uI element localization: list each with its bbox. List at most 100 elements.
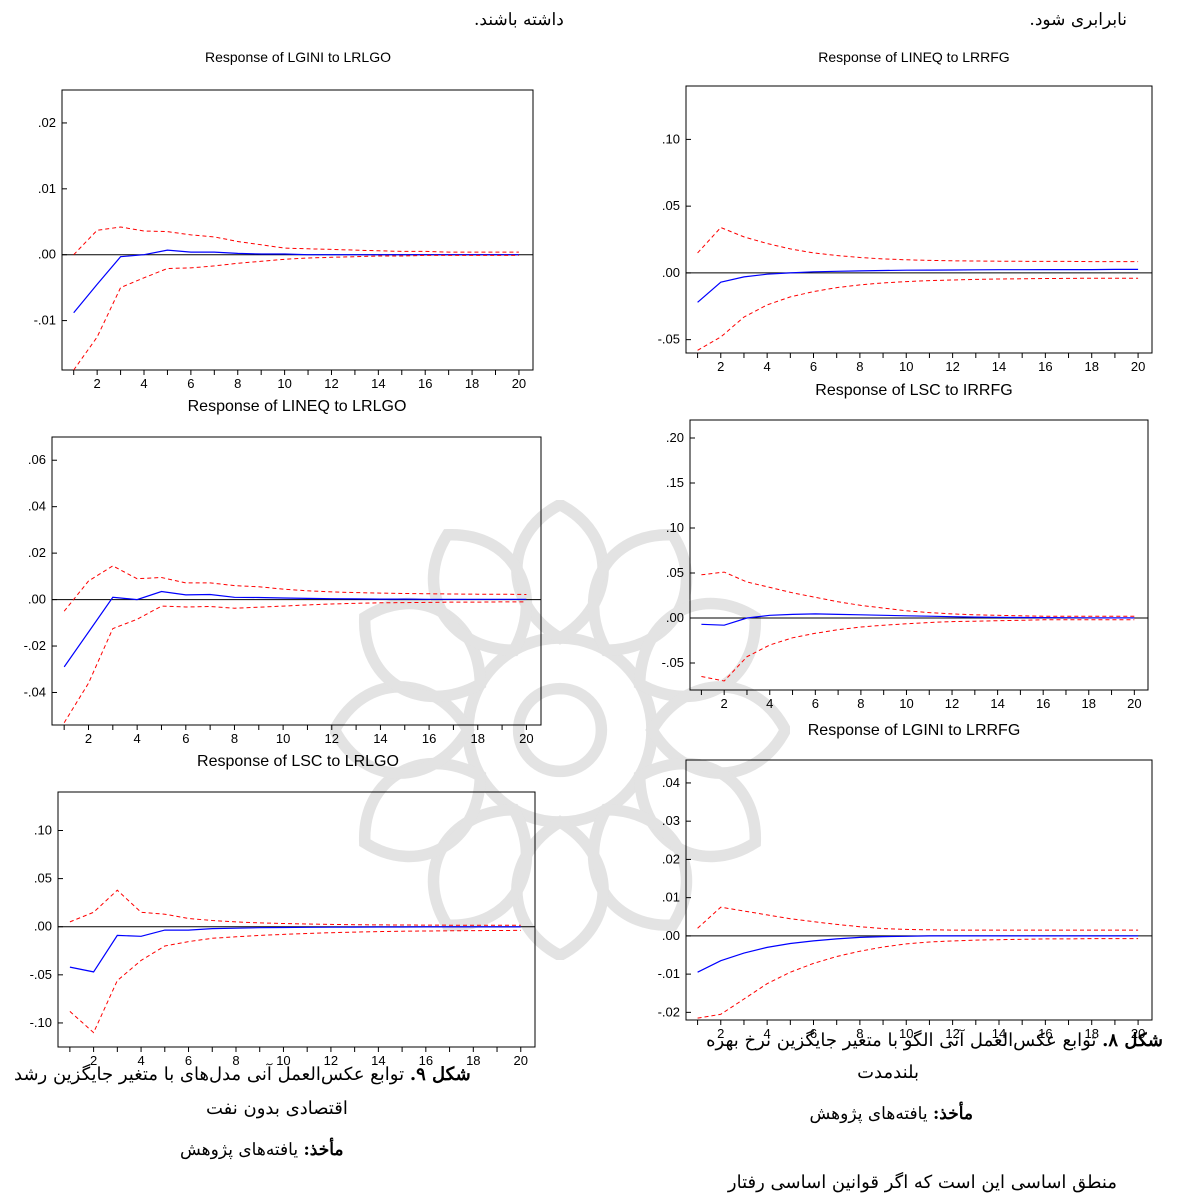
x-tick-label: 4	[140, 376, 147, 391]
x-tick-label: 2	[717, 1026, 724, 1041]
x-tick-label: 4	[137, 1053, 144, 1068]
y-tick-label: -.01	[658, 966, 680, 981]
lower-band-line	[73, 254, 519, 371]
y-tick-label: .01	[662, 890, 680, 905]
x-tick-label: 12	[325, 731, 339, 746]
fig9-source-label: مأخذ:	[303, 1140, 344, 1160]
x-tick-label: 10	[277, 376, 291, 391]
fig9-source: مأخذ: یافته‌های پژوهش	[180, 1140, 344, 1160]
chart-lgini-lrlgo: Response of LGINI to LRLGO -.01 .00 .01 .02 2…	[34, 49, 534, 391]
fig8-source-label: مأخذ:	[933, 1104, 973, 1124]
x-tick-label: 4	[766, 696, 773, 711]
y-tick-label: .10	[662, 131, 680, 146]
y-tick-label: -.05	[662, 655, 684, 670]
x-tick-label: 14	[992, 1026, 1006, 1041]
y-tick-label: .05	[34, 871, 52, 886]
x-tick-label: 16	[1036, 696, 1050, 711]
upper-band-line	[69, 889, 521, 926]
chart-title: Response of LINEQ to LRRFG	[818, 49, 1009, 65]
fig9-caption-line2: اقتصادی بدون نفت	[206, 1098, 348, 1119]
chart-lsc-irrfg: Response of LSC to IRRFG -.05 .00 .05 .10 .15…	[662, 382, 1149, 711]
y-tick-label: .00	[662, 265, 680, 280]
y-tick-label: -.05	[658, 332, 680, 347]
plot-frame	[689, 419, 1149, 691]
response-line	[701, 613, 1135, 626]
x-tick-label: 12	[945, 359, 959, 374]
y-tick-label: .05	[662, 198, 680, 213]
watermark-petal	[587, 803, 693, 931]
x-tick-label: 20	[1127, 696, 1141, 711]
upper-band-line	[697, 226, 1139, 263]
y-tick-label: .10	[34, 822, 52, 837]
y-tick-label: .00	[662, 928, 680, 943]
fig8-source-text: یافته‌های پژوهش	[809, 1104, 933, 1124]
x-tick-label: 6	[187, 376, 194, 391]
x-tick-label: 16	[1038, 359, 1052, 374]
x-tick-label: 8	[234, 376, 241, 391]
fig8-caption-line2: بلندمدت	[857, 1062, 919, 1083]
bottom-body-text: منطق اساسی این است که اگر قوانین اساسی ر…	[727, 1172, 1117, 1193]
x-tick-label: 6	[185, 1053, 192, 1068]
y-tick-label: .15	[666, 475, 684, 490]
lower-band-line	[69, 929, 521, 1034]
top-left-text: داشته باشند.	[474, 10, 564, 30]
x-tick-label: 14	[373, 731, 387, 746]
x-tick-label: 8	[231, 731, 238, 746]
chart-lineq-lrrfg: Response of LINEQ to LRRFG -.05 .00 .05 .10 2…	[658, 49, 1153, 374]
chart-lsc-lrlgo: Response of LSC to LRLGO -.10 -.05 .00 .05 .1…	[30, 753, 536, 1068]
chart-lineq-lrlgo: Response of LINEQ to LRLGO -.04 -.02 .00 .02…	[24, 398, 542, 746]
y-tick-label: .00	[28, 592, 46, 607]
x-tick-label: 6	[810, 1026, 817, 1041]
x-tick-label: 10	[276, 1053, 290, 1068]
x-tick-label: 16	[419, 1053, 433, 1068]
x-tick-label: 10	[276, 731, 290, 746]
chart-title: Response of LSC to LRLGO	[197, 753, 399, 770]
plot-frame	[685, 85, 1153, 354]
x-tick-label: 8	[232, 1053, 239, 1068]
x-tick-label: 16	[422, 731, 436, 746]
watermark-petal	[587, 529, 693, 657]
fig8-source: مأخذ: یافته‌های پژوهش	[810, 1104, 974, 1124]
x-tick-label: 6	[182, 731, 189, 746]
chart-title: Response of LGINI to LRLGO	[205, 49, 391, 65]
x-tick-label: 4	[764, 359, 771, 374]
x-tick-label: 16	[1038, 1026, 1052, 1041]
x-tick-label: 8	[856, 359, 863, 374]
x-tick-label: 16	[418, 376, 432, 391]
y-tick-label: -.04	[24, 684, 46, 699]
fig9-source-text: یافته‌های پژوهش	[180, 1140, 304, 1160]
watermark-petal	[511, 500, 609, 645]
y-tick-label: .06	[28, 452, 46, 467]
y-tick-label: .03	[662, 813, 680, 828]
x-tick-label: 10	[899, 1026, 913, 1041]
chart-title: Response of LSC to IRRFG	[815, 382, 1012, 399]
top-right-text: نابرابری شود.	[1029, 10, 1127, 30]
watermark-petal	[427, 803, 533, 931]
y-tick-label: -.02	[24, 638, 46, 653]
upper-band-line	[701, 571, 1135, 617]
x-tick-label: 12	[324, 1053, 338, 1068]
y-tick-label: .00	[38, 247, 56, 262]
y-tick-label: .20	[666, 430, 684, 445]
response-line	[697, 935, 1139, 973]
y-tick-label: .00	[666, 610, 684, 625]
response-line	[63, 590, 527, 668]
x-tick-label: 14	[990, 696, 1004, 711]
x-tick-label: 10	[899, 696, 913, 711]
x-tick-label: 4	[764, 1026, 771, 1041]
x-tick-label: 20	[519, 731, 533, 746]
x-tick-label: 18	[1084, 1026, 1098, 1041]
x-tick-label: 6	[812, 696, 819, 711]
watermark-petal	[633, 757, 761, 863]
upper-band-line	[63, 565, 527, 612]
watermark-petal	[427, 529, 533, 657]
upper-band-line	[697, 906, 1139, 931]
y-tick-label: .04	[28, 499, 46, 514]
plot-frame	[51, 436, 542, 726]
x-tick-label: 18	[1084, 359, 1098, 374]
lower-band-line	[63, 601, 527, 723]
response-line	[73, 249, 519, 314]
y-tick-label: -.02	[658, 1004, 680, 1019]
x-tick-label: 14	[992, 359, 1006, 374]
x-tick-label: 12	[324, 376, 338, 391]
